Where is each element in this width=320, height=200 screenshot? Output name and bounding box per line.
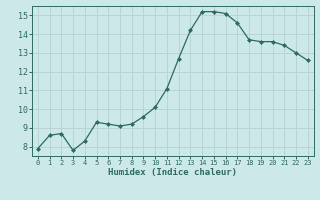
X-axis label: Humidex (Indice chaleur): Humidex (Indice chaleur) (108, 168, 237, 177)
